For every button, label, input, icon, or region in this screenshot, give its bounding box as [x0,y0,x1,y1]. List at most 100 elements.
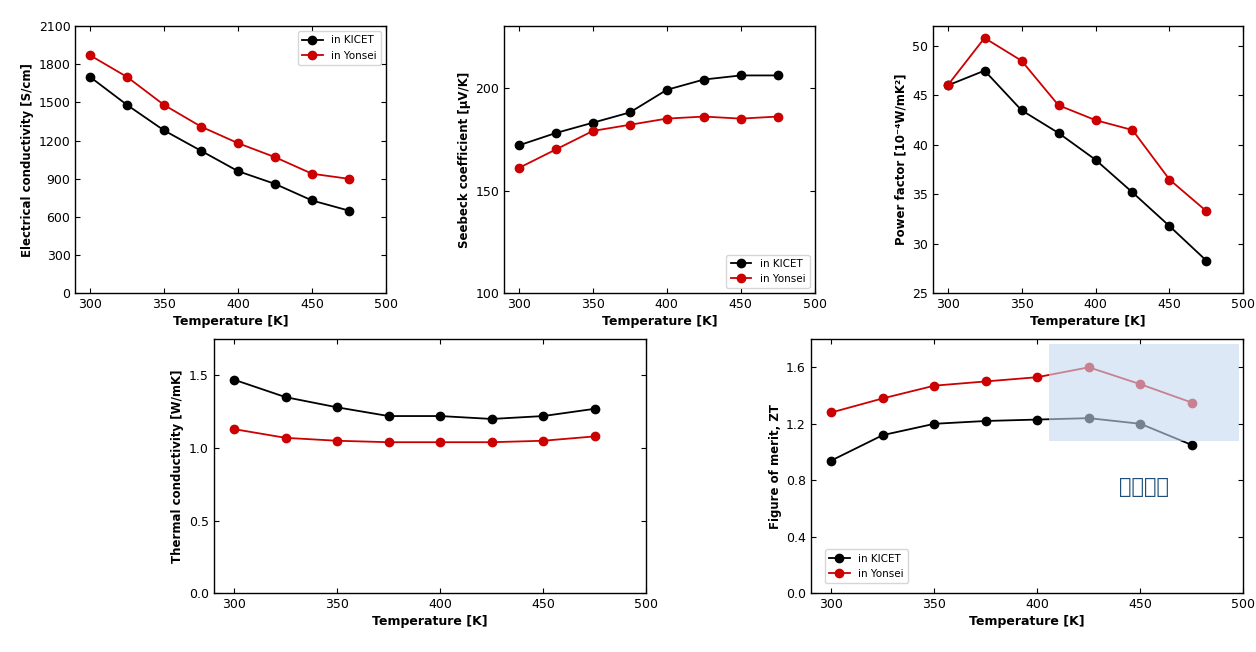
X-axis label: Temperature [K]: Temperature [K] [1030,316,1145,329]
in Yonsei [770,113,785,121]
in KICET [927,420,942,428]
Y-axis label: Figure of merit, ZT: Figure of merit, ZT [769,404,781,529]
in Yonsei [1088,116,1103,124]
in Yonsei [268,153,283,161]
X-axis label: Temperature [K]: Temperature [K] [970,615,1085,629]
in KICET [1030,416,1045,424]
in Yonsei [875,394,891,402]
in Yonsei [734,115,749,123]
in KICET [824,456,839,464]
Y-axis label: Thermal conductivity [W/mK]: Thermal conductivity [W/mK] [172,370,185,563]
Text: 최종목표: 최종목표 [1119,477,1169,497]
in KICET [734,72,749,80]
in KICET [1199,257,1215,265]
Y-axis label: Electrical conductivity [S/cm]: Electrical conductivity [S/cm] [21,63,34,257]
in Yonsei [304,170,319,177]
in Yonsei [977,34,992,42]
in Yonsei [659,115,674,123]
in Yonsei [381,438,396,446]
in Yonsei [824,409,839,417]
in Yonsei [549,145,564,153]
Line: in KICET: in KICET [828,414,1196,465]
in KICET [1014,106,1029,114]
in KICET [1088,156,1103,164]
in Yonsei [278,434,293,442]
in KICET [329,404,344,411]
in Yonsei [1184,398,1199,407]
Y-axis label: Power factor [10⁻⁴W/mK²]: Power factor [10⁻⁴W/mK²] [894,74,908,246]
in Yonsei [1125,126,1140,134]
in Yonsei [927,382,942,390]
Line: in Yonsei: in Yonsei [828,363,1196,417]
in Yonsei [622,121,637,128]
in Yonsei [585,127,600,135]
in Yonsei [193,123,208,130]
in Yonsei [536,437,551,445]
in Yonsei [226,425,241,433]
in KICET [1125,188,1140,196]
Line: in KICET: in KICET [85,73,353,215]
in KICET [381,412,396,420]
in Yonsei [432,438,447,446]
in KICET [1081,414,1096,422]
in KICET [770,72,785,80]
in KICET [536,412,551,420]
in KICET [549,129,564,137]
in KICET [484,415,499,423]
Line: in KICET: in KICET [943,67,1211,265]
in KICET [226,376,241,383]
in KICET [1184,441,1199,449]
in KICET [977,67,992,74]
in Yonsei [342,175,357,183]
Legend: in KICET, in Yonsei: in KICET, in Yonsei [298,31,381,65]
in KICET [696,76,711,83]
X-axis label: Temperature [K]: Temperature [K] [173,316,289,329]
Line: in Yonsei: in Yonsei [85,52,353,183]
in Yonsei [978,378,993,385]
in KICET [119,101,134,109]
Legend: in KICET, in Yonsei: in KICET, in Yonsei [726,255,810,288]
in KICET [511,141,526,149]
in KICET [231,168,246,175]
Y-axis label: Seebeck coefficient [μV/K]: Seebeck coefficient [μV/K] [458,72,471,248]
in Yonsei [231,140,246,147]
in Yonsei [1081,363,1096,371]
in Yonsei [83,52,98,59]
X-axis label: Temperature [K]: Temperature [K] [372,615,487,629]
in KICET [157,126,172,134]
in Yonsei [1030,373,1045,381]
Line: in Yonsei: in Yonsei [943,34,1211,215]
in KICET [622,108,637,116]
in Yonsei [329,437,344,445]
in Yonsei [1051,101,1066,109]
in KICET [342,207,357,215]
in KICET [83,73,98,81]
Line: in Yonsei: in Yonsei [230,425,599,447]
in Yonsei [1162,175,1177,183]
in KICET [659,86,674,94]
in KICET [588,405,603,413]
in Yonsei [939,82,955,89]
in KICET [978,417,993,425]
in Yonsei [1133,380,1148,388]
in KICET [939,82,955,89]
in Yonsei [484,438,499,446]
in KICET [1133,420,1148,428]
in Yonsei [511,164,526,172]
in Yonsei [119,73,134,81]
in KICET [1162,222,1177,230]
in Yonsei [588,432,603,440]
X-axis label: Temperature [K]: Temperature [K] [602,316,717,329]
in KICET [875,431,891,439]
in KICET [278,393,293,401]
in Yonsei [1014,57,1029,65]
in KICET [193,147,208,155]
in KICET [1051,129,1066,137]
in KICET [304,196,319,204]
in Yonsei [157,101,172,109]
in KICET [268,180,283,188]
Line: in KICET: in KICET [515,71,782,149]
Line: in KICET: in KICET [230,376,599,423]
in KICET [432,412,447,420]
in Yonsei [696,113,711,121]
